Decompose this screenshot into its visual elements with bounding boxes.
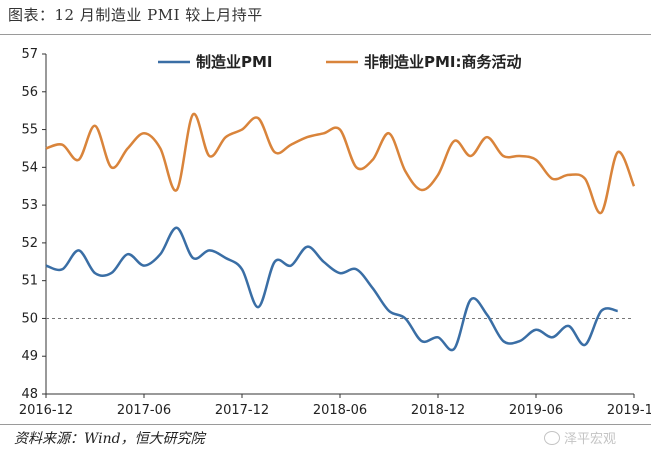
y-tick-label: 56 [21,85,38,100]
y-tick-label: 57 [21,47,38,62]
footer-divider [0,424,651,425]
chart-title: 图表：12 月制造业 PMI 较上月持平 [8,6,263,24]
x-tick-label: 2018-12 [411,403,465,418]
source-note: 资料来源：Wind，恒大研究院 [14,431,205,447]
y-tick-label: 49 [21,349,38,364]
y-tick-label: 54 [21,160,38,175]
watermark-text: 泽平宏观 [564,432,617,447]
x-tick-label: 2019-06 [509,403,563,418]
y-tick-label: 52 [21,236,38,251]
legend-manufacturing-label: 制造业PMI [196,53,273,71]
y-tick-label: 50 [21,311,38,326]
manufacturing-pmi-line [45,226,618,352]
y-tick-label: 53 [21,198,38,213]
x-tick-label: 2018-06 [313,403,367,418]
title-divider [0,34,651,35]
x-tick-label: 2019-12 [607,403,651,418]
y-tick-label: 55 [21,123,38,138]
x-tick-label: 2017-06 [117,403,171,418]
x-tick-label: 2017-12 [215,403,269,418]
legend-non-manufacturing-label: 非制造业PMI:商务活动 [364,53,522,71]
x-tick-label: 2016-12 [19,403,73,418]
wechat-icon [544,430,560,445]
y-tick-label: 51 [21,274,38,289]
y-tick-label: 48 [21,387,38,402]
non-manufacturing-pmi-line [45,113,636,215]
watermark: 泽平宏观 [544,428,616,447]
